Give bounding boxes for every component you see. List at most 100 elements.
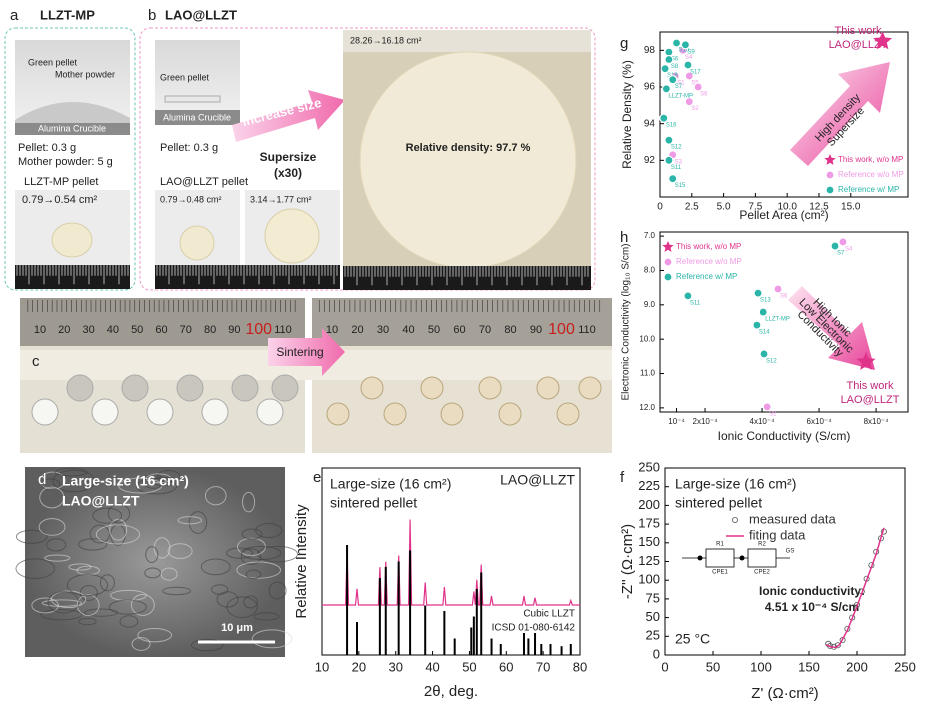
grain <box>243 595 258 609</box>
text: (x30) <box>274 166 302 180</box>
point-label: S7 <box>837 251 845 257</box>
ruler-label: 50 <box>428 324 440 336</box>
grain <box>46 538 67 552</box>
x-axis-label: Z' (Ω·cm²) <box>751 685 818 702</box>
ruler-label: 80 <box>504 324 516 336</box>
legend-label: measured data <box>749 511 836 526</box>
text: Pellet: 0.3 g <box>18 142 76 154</box>
x-tick-label: 30 <box>388 659 402 674</box>
grain <box>78 617 97 626</box>
panel-title: LLZT-MP <box>40 7 95 22</box>
grain <box>167 543 193 559</box>
point <box>663 257 673 267</box>
panel-letter: g <box>620 35 628 52</box>
legend-label: This work, w/o MP <box>676 242 741 251</box>
pellet <box>383 402 407 426</box>
point <box>659 113 669 123</box>
x-tick-label: 8x10⁻⁴ <box>864 417 890 426</box>
photo-label: 0.79→0.48 cm² <box>160 194 222 204</box>
grain <box>145 546 159 563</box>
point-label: S3 <box>675 159 683 165</box>
point-label: S12 <box>766 359 777 365</box>
pellet <box>146 398 174 426</box>
point <box>668 174 678 184</box>
point <box>664 135 674 145</box>
point <box>752 320 762 330</box>
y-tick-label: 50 <box>646 609 660 624</box>
photo-label: 0.79→0.54 cm² <box>22 194 98 206</box>
ruler-label: 100 <box>548 321 575 338</box>
grain <box>241 528 263 540</box>
text: LAO@LLZT pellet <box>160 176 248 188</box>
pellet <box>201 398 229 426</box>
circuit-node <box>739 555 745 561</box>
grain <box>245 569 262 580</box>
grain <box>44 554 71 562</box>
grain <box>130 594 155 616</box>
point <box>660 64 670 74</box>
x-axis-label: Ionic Conductivity (S/cm) <box>718 429 851 443</box>
point <box>773 284 783 294</box>
ruler-label: 40 <box>107 324 119 336</box>
grain <box>38 518 66 536</box>
grain <box>15 529 48 544</box>
ruler-label: 60 <box>155 324 167 336</box>
grain <box>177 516 203 525</box>
x-tick-label: 250 <box>894 659 916 674</box>
plot-frame <box>321 467 581 656</box>
x-tick-label: 6x10⁻⁴ <box>807 417 833 426</box>
x-tick-label: 2x10⁻⁴ <box>693 417 719 426</box>
grain <box>40 609 83 621</box>
panel-letter: e <box>313 469 321 486</box>
point <box>664 54 674 65</box>
x-tick-label: 20 <box>352 659 366 674</box>
panel-title: LAO@LLZT <box>165 7 237 22</box>
x-tick-label: 12.5 <box>809 202 829 213</box>
ruler-label: 100 <box>245 321 272 338</box>
x-tick-label: 0 <box>657 202 663 213</box>
xrd-pattern <box>322 519 580 606</box>
point-label: S10 <box>679 48 690 54</box>
grain <box>78 538 108 551</box>
pellet <box>360 376 384 400</box>
ruler-label: 110 <box>578 324 596 336</box>
pellet <box>256 398 284 426</box>
annotation: LAO@LLZT <box>841 394 900 406</box>
y-tick-label: 92 <box>644 155 656 166</box>
pellet <box>536 376 560 400</box>
pellet <box>556 402 580 426</box>
annotation: ICSD 01-080-6142 <box>492 623 576 634</box>
x-tick-label: 40 <box>425 659 439 674</box>
grain <box>68 563 92 571</box>
x-tick-label: 70 <box>536 659 550 674</box>
point-label: S2 <box>769 411 777 417</box>
grain <box>226 596 258 618</box>
circuit-label: CPE2 <box>754 570 770 576</box>
point-label: S1 <box>677 81 685 87</box>
annotation: Large-size (16 cm²) <box>675 476 796 492</box>
pellet <box>359 51 577 269</box>
circuit-label: R2 <box>758 542 766 548</box>
plot-frame <box>659 231 909 413</box>
photo-label: Mother powder <box>55 69 115 79</box>
annotation: 25 °C <box>675 631 710 647</box>
grain <box>92 507 123 524</box>
y-tick-label: 225 <box>638 478 660 493</box>
grain <box>226 547 254 559</box>
annotation: Ionic conductivity: <box>759 584 865 598</box>
star-marker <box>662 241 674 252</box>
pellet <box>478 376 502 400</box>
plot-frame <box>659 31 909 198</box>
grain <box>15 558 56 579</box>
point-label: S13 <box>760 298 771 304</box>
x-tick-label: 4x10⁻⁴ <box>750 417 776 426</box>
x-axis-label: 2θ, deg. <box>424 683 478 700</box>
pellet <box>91 398 119 426</box>
point <box>758 307 768 317</box>
star-marker <box>824 154 836 165</box>
pellet <box>51 222 93 258</box>
grain <box>108 599 147 615</box>
y-tick-label: 9.0 <box>644 300 656 309</box>
y-tick-label: 10.0 <box>639 334 655 343</box>
ruler-label: 30 <box>377 324 389 336</box>
